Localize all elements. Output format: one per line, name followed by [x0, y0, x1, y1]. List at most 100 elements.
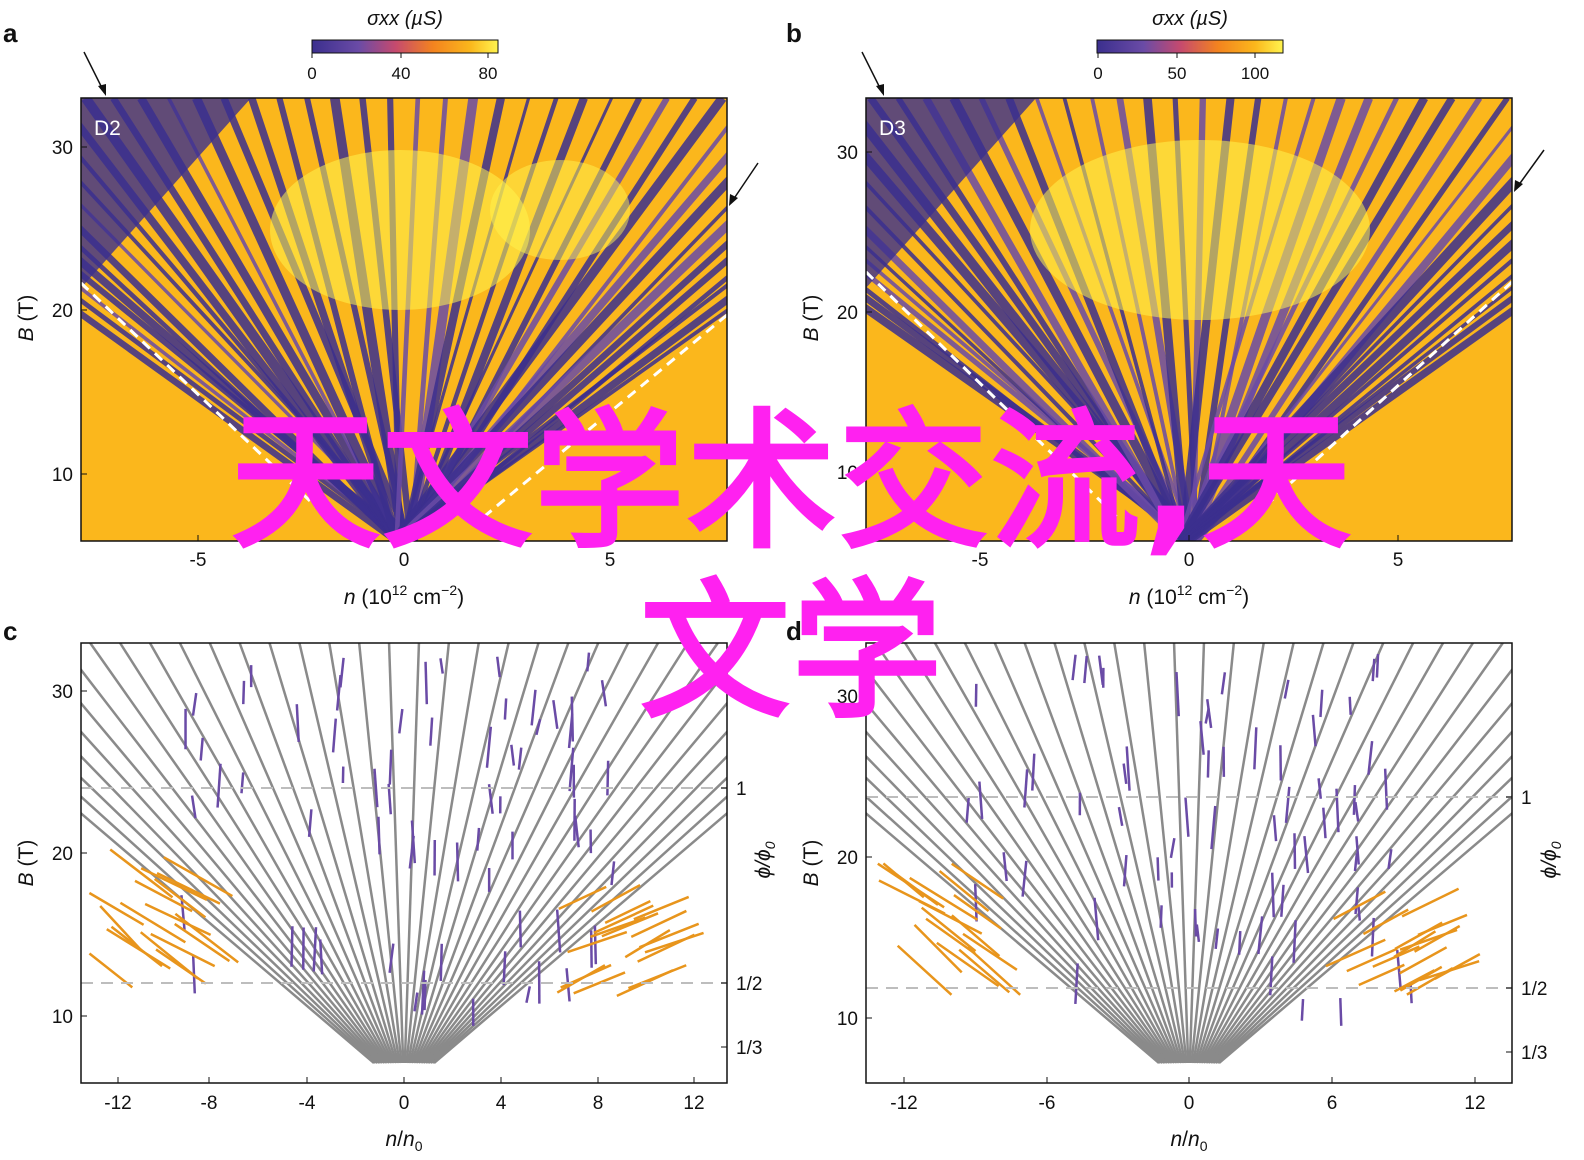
x-tick: -12 — [890, 1093, 917, 1114]
fan-line — [1202, 643, 1445, 1064]
fan-segment — [1253, 727, 1258, 770]
dashed-boundary-left — [81, 281, 332, 522]
fan-segment — [1300, 999, 1305, 1021]
fan-line — [1204, 643, 1474, 1064]
fan-line — [81, 667, 386, 1064]
colorbar: σxx (µS) 0 50 100 — [1093, 8, 1284, 83]
fan-segment — [530, 689, 537, 726]
fan-segment — [1339, 998, 1343, 1026]
fan-line — [1188, 643, 1206, 1064]
x-tick: -5 — [972, 550, 989, 571]
y-tick: 30 — [52, 682, 73, 703]
fan-line — [298, 643, 400, 1064]
fan-segment — [1002, 852, 1008, 882]
fan-segment — [423, 979, 427, 1011]
fan-line — [1212, 754, 1512, 1064]
fan-line — [405, 643, 451, 1064]
fan-line — [81, 811, 375, 1064]
right-tick: 1/2 — [1521, 979, 1547, 1000]
fan-segment — [307, 809, 313, 837]
fan-line — [397, 240, 727, 541]
y-tick: 20 — [837, 303, 858, 324]
fan-segment — [1303, 836, 1310, 874]
fan-segment — [518, 910, 522, 948]
fan-segment — [1021, 860, 1028, 897]
fan-segment — [134, 879, 193, 913]
fan-line — [1193, 643, 1295, 1064]
fan-line — [866, 286, 1189, 541]
x-ticks: -12 -8 -4 0 4 8 12 — [104, 1077, 705, 1114]
fan-segment — [517, 747, 523, 770]
fan-line — [208, 643, 395, 1064]
fan-segment — [1413, 924, 1461, 953]
y-tick: 20 — [52, 844, 73, 865]
panel-letter: d — [786, 616, 802, 646]
x-axis-label: n (1012 cm−2) — [1129, 582, 1249, 609]
fan-line — [276, 98, 398, 541]
fan-segment — [877, 862, 945, 909]
fan-line — [963, 643, 1178, 1064]
fan-line — [1186, 306, 1512, 541]
fan-line — [1177, 98, 1399, 541]
fan-line — [81, 701, 384, 1064]
fan-line — [81, 297, 406, 541]
fan-line — [1178, 220, 1512, 541]
x-tick: 0 — [399, 1093, 410, 1114]
dashed-boundary-right — [1248, 280, 1512, 522]
fan-line — [1211, 729, 1512, 1064]
x-axis-label: n (1012 cm−2) — [344, 582, 464, 609]
fan-segment — [552, 700, 559, 729]
fan-segment — [312, 927, 318, 972]
fan-segment — [455, 842, 460, 882]
dashed-boundary-right — [479, 313, 727, 522]
fan-segment — [174, 922, 231, 963]
fan-segment — [909, 876, 979, 921]
fan-segment — [951, 862, 1004, 900]
right-tick: 1 — [736, 779, 747, 800]
panel-d: d 30 20 10 B (T) 1 1/2 1/3 ϕ/ϕ0 -12 -6 0… — [786, 616, 1564, 1154]
fan-line — [866, 754, 1166, 1064]
fan-segment — [290, 926, 294, 967]
fan-segment — [567, 713, 574, 749]
x-tick: -5 — [190, 550, 207, 571]
fan-line — [1209, 701, 1512, 1064]
heatmap — [866, 98, 1512, 541]
fan-line — [426, 729, 727, 1064]
fan-segment — [388, 749, 393, 785]
fan-segment — [503, 698, 508, 720]
fan-line — [390, 98, 727, 541]
fan-line — [1083, 643, 1185, 1064]
fan-segment — [153, 877, 207, 919]
x-tick: 12 — [683, 1093, 704, 1114]
fan-line — [81, 729, 382, 1064]
fan-line — [866, 225, 1184, 541]
fan-segment — [1237, 930, 1242, 955]
fan-line — [391, 176, 727, 541]
fan-segment — [525, 986, 532, 1004]
fan-line — [192, 98, 403, 541]
fan-segment — [1383, 768, 1389, 810]
fan-line — [866, 729, 1167, 1064]
fan-segment — [242, 680, 246, 705]
fan-line — [1214, 776, 1512, 1064]
fan-segment — [420, 970, 426, 1015]
fan-line — [410, 643, 540, 1064]
fan-line — [399, 295, 727, 541]
fan-line — [415, 643, 630, 1064]
fan-segment — [163, 856, 233, 898]
dashed-boundary-left — [866, 270, 1122, 522]
fan-segment — [1325, 938, 1386, 968]
wannier-diagram — [81, 643, 727, 1064]
fan-segment — [633, 895, 690, 921]
fan-segment — [150, 932, 216, 968]
fan-segment — [535, 718, 542, 736]
fan-line — [949, 98, 1190, 541]
fan-lines — [866, 643, 1512, 1064]
colorbar-tick: 0 — [1093, 64, 1102, 83]
fan-segment — [510, 744, 516, 766]
fan-line — [1005, 98, 1188, 541]
fan-segment — [439, 658, 444, 674]
panel-letter: c — [3, 616, 17, 646]
fan-segment — [1074, 963, 1079, 1004]
